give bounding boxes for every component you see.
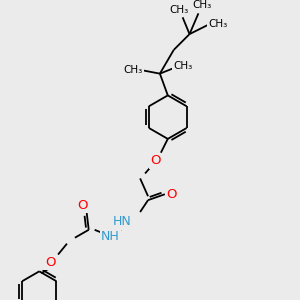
Text: NH: NH xyxy=(101,230,120,243)
Text: O: O xyxy=(77,199,88,212)
Text: CH₃: CH₃ xyxy=(193,0,212,11)
Text: HN: HN xyxy=(112,215,131,228)
Text: O: O xyxy=(151,154,161,167)
Text: O: O xyxy=(167,188,177,201)
Text: O: O xyxy=(45,256,56,269)
Text: CH₃: CH₃ xyxy=(208,19,228,29)
Text: CH₃: CH₃ xyxy=(169,5,188,15)
Text: CH₃: CH₃ xyxy=(124,65,143,75)
Text: CH₃: CH₃ xyxy=(173,61,192,71)
